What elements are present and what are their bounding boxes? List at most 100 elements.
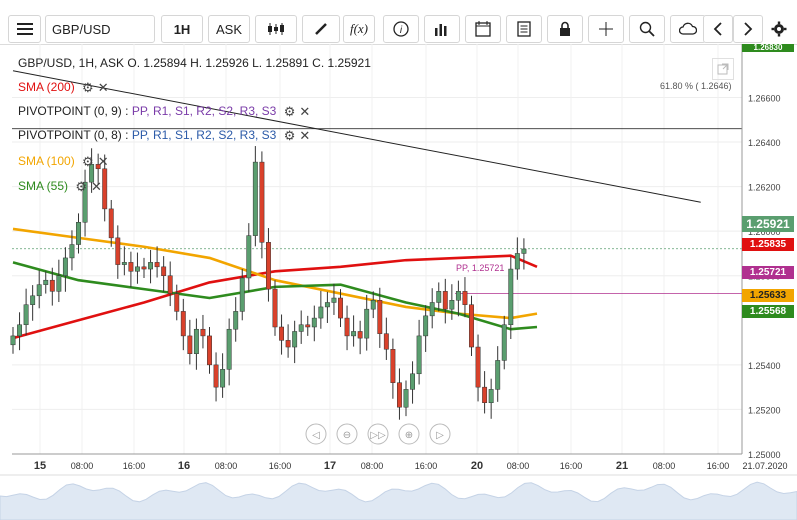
candle-body — [161, 266, 167, 276]
candle-body — [501, 324, 507, 361]
calendar-button[interactable] — [465, 15, 501, 43]
symbol-select[interactable]: GBP/USD — [45, 15, 155, 43]
candle-body — [442, 291, 448, 310]
info-icon: i — [393, 21, 409, 37]
candle-body — [403, 389, 409, 408]
indicators-button[interactable] — [424, 15, 460, 43]
candle-body — [89, 164, 95, 183]
gear-icon[interactable]: ⚙ — [82, 79, 94, 95]
reset-icon[interactable]: ▷▷ — [367, 423, 389, 445]
candle-body — [383, 333, 389, 350]
nav-button-circle — [429, 423, 451, 445]
svg-text:i: i — [400, 25, 403, 36]
legend-pivot-9[interactable]: PIVOTPOINT (0, 9) : PP, R1, S1, R2, S2, … — [18, 103, 311, 119]
close-icon[interactable]: ✕ — [299, 103, 311, 119]
candle-body — [495, 360, 501, 390]
x-tick-label: 15 — [34, 460, 46, 472]
candle-body — [423, 315, 429, 337]
next-button[interactable] — [733, 15, 763, 43]
legend-sma200[interactable]: SMA (200) ⚙ ✕ — [18, 79, 109, 95]
x-tick-label: 08:00 — [507, 461, 530, 471]
close-icon[interactable]: ✕ — [299, 127, 311, 143]
x-tick-label: 08:00 — [361, 461, 384, 471]
candle-body — [69, 244, 75, 259]
draw-icon — [315, 23, 327, 35]
candle-body — [410, 373, 416, 390]
close-icon[interactable]: ✕ — [97, 79, 109, 95]
sma-line — [12, 254, 538, 340]
nav-button-glyph: ⊖ — [343, 430, 351, 441]
zoom-button[interactable] — [629, 15, 665, 43]
candle-body — [233, 311, 239, 330]
timeframe-select[interactable]: 1H — [161, 15, 203, 43]
scroll-right-icon[interactable]: ▷ — [429, 423, 451, 445]
candle-body — [207, 335, 212, 366]
hamburger-icon — [16, 23, 33, 35]
gear-icon[interactable]: ⚙ — [75, 178, 88, 194]
close-icon[interactable]: ✕ — [97, 153, 109, 169]
close-icon[interactable]: ✕ — [91, 178, 102, 194]
candle-body — [193, 328, 199, 354]
x-tick-label: 21.07.2020 — [742, 461, 787, 471]
candle-body — [200, 328, 206, 337]
candle-body — [167, 275, 173, 294]
legend-sma100[interactable]: SMA (100) ⚙ ✕ — [18, 153, 109, 169]
price-label-pp: 1.25721 — [742, 266, 794, 279]
chart-type-button[interactable] — [255, 15, 297, 43]
legend-sma55-label: SMA (55) — [18, 179, 69, 193]
next-icon — [744, 22, 753, 36]
y-tick-label: 1.25400 — [748, 361, 781, 371]
draw-button[interactable] — [302, 15, 340, 43]
x-tick-label: 16:00 — [707, 461, 730, 471]
nav-button-glyph: ▷ — [436, 430, 444, 441]
candle-body — [135, 266, 140, 272]
legend-pivot-8[interactable]: PIVOTPOINT (0, 8) : PP, R1, S1, R2, S2, … — [18, 127, 311, 143]
candle-body — [344, 317, 350, 337]
scroll-left-icon[interactable]: ◁ — [305, 423, 327, 445]
popout-button[interactable] — [712, 58, 734, 80]
candle-body — [95, 164, 101, 170]
candle-body — [351, 331, 357, 337]
prev-button[interactable] — [703, 15, 733, 43]
lock-button[interactable] — [547, 15, 583, 43]
candle-body — [108, 208, 114, 239]
legend-sma200-label: SMA (200) — [18, 80, 75, 94]
crosshair-button[interactable] — [588, 15, 624, 43]
toolbar: GBP/USD 1H ASK f(x) i — [0, 0, 797, 45]
price-chart[interactable]: 1.266001.264001.262001.260001.258001.254… — [0, 44, 797, 520]
candle-body — [49, 279, 55, 292]
news-button[interactable] — [506, 15, 542, 43]
cloud-icon — [679, 22, 697, 35]
x-tick-label: 17 — [324, 460, 336, 472]
candle-body — [397, 382, 402, 408]
legend-pivot-8-label: PIVOTPOINT (0, 8) — [18, 128, 122, 142]
candle-body — [174, 293, 180, 312]
candle-body — [213, 364, 219, 388]
legend-pivot-9-label: PIVOTPOINT (0, 9) — [18, 104, 122, 118]
gear-icon[interactable]: ⚙ — [82, 153, 94, 169]
info-button[interactable]: i — [383, 15, 419, 43]
symbol-label: GBP/USD — [52, 22, 111, 37]
zoom-in-icon[interactable]: ⊕ — [398, 423, 420, 445]
candle-body — [305, 324, 311, 328]
gear-icon[interactable]: ⚙ — [283, 127, 296, 143]
y-tick-label: 1.25200 — [748, 405, 781, 415]
function-button[interactable]: f(x) — [343, 15, 375, 43]
candle-body — [154, 262, 160, 268]
crosshair-icon — [599, 22, 613, 36]
menu-button[interactable] — [8, 15, 41, 43]
gear-icon[interactable]: ⚙ — [283, 103, 296, 119]
nav-button-circle — [336, 423, 358, 445]
price-type-select[interactable]: ASK — [208, 15, 250, 43]
lock-icon — [560, 21, 570, 36]
nav-button-circle — [305, 423, 327, 445]
x-tick-label: 20 — [471, 460, 483, 472]
settings-button[interactable] — [765, 15, 793, 43]
nav-button-circle — [367, 423, 389, 445]
legend-sma55[interactable]: SMA (55) ⚙ ✕ — [18, 178, 102, 194]
zoom-out-icon[interactable]: ⊖ — [336, 423, 358, 445]
candle-body — [128, 262, 134, 272]
navigator[interactable] — [0, 481, 797, 520]
x-tick-label: 08:00 — [71, 461, 94, 471]
cloud-button[interactable] — [670, 15, 706, 43]
